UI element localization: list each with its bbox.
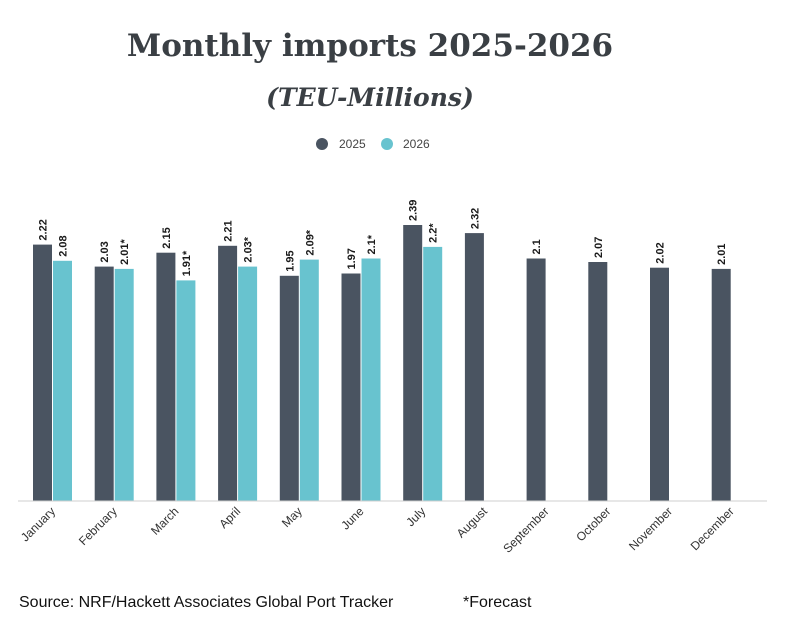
value-label-2025-november: 2.02 [655, 242, 667, 263]
x-tick-february: February [76, 504, 120, 548]
x-tick-september: September [500, 504, 551, 555]
value-label-2026-may: 2.09* [304, 229, 316, 255]
value-label-2026-january: 2.08 [58, 235, 70, 256]
x-tick-may: May [279, 504, 305, 530]
bar-2026-april [238, 266, 258, 501]
chart-title: Monthly imports 2025-2026 [127, 28, 613, 64]
value-label-2025-february: 2.03 [99, 241, 111, 262]
bar-2025-january [33, 244, 52, 501]
value-label-2025-april: 2.21 [223, 220, 235, 241]
value-label-2026-march: 1.91* [181, 250, 193, 276]
value-label-2026-june: 2.1* [366, 234, 378, 254]
bar-2026-june [361, 258, 381, 501]
x-tick-november: November [626, 504, 675, 553]
bar-2026-march [176, 280, 196, 501]
value-label-2026-february: 2.01* [119, 238, 131, 264]
x-tick-january: January [18, 504, 58, 544]
value-label-2026-april: 2.03* [243, 236, 255, 262]
bar-2026-february [114, 268, 134, 501]
bar-2025-april [218, 245, 238, 501]
bar-2025-november [650, 267, 669, 501]
bar-2026-january [53, 260, 72, 501]
forecast-note: *Forecast [463, 594, 532, 611]
value-label-2025-july: 2.39 [408, 200, 420, 221]
legend: 2025 2026 [316, 137, 430, 151]
bar-2025-december [711, 268, 731, 501]
x-tick-april: April [216, 504, 243, 531]
bar-2025-july [403, 225, 423, 501]
x-tick-august: August [454, 504, 491, 541]
value-label-2025-may: 1.95 [284, 250, 296, 271]
bar-2026-may [299, 259, 319, 501]
bar-2025-june [341, 273, 361, 501]
value-label-2025-december: 2.01 [716, 243, 728, 264]
value-label-2025-october: 2.07 [593, 237, 605, 258]
x-tick-march: March [148, 504, 181, 537]
value-label-2025-january: 2.22 [38, 219, 50, 240]
source-note: Source: NRF/Hackett Associates Global Po… [19, 594, 394, 611]
bar-2025-august [464, 233, 484, 501]
bar-2026-july [423, 246, 443, 501]
chart-subtitle: (TEU-Millions) [266, 83, 474, 112]
value-label-2025-september: 2.1 [531, 239, 543, 254]
bar-2025-may [279, 275, 299, 501]
value-label-2025-march: 2.15 [161, 227, 173, 248]
legend-swatch-2026 [381, 138, 393, 150]
value-labels-group: 2.22 2.08 2.03 2.01* 2.15 1.91* 2.21 2.03* 1.95 2… [38, 200, 729, 277]
x-tick-december: December [688, 504, 737, 553]
bar-2025-march [156, 252, 176, 501]
bar-2025-september [526, 258, 546, 501]
x-tick-june: June [338, 504, 367, 533]
value-label-2025-june: 1.97 [346, 248, 358, 269]
value-label-2025-august: 2.32 [469, 208, 481, 229]
x-tick-october: October [573, 504, 613, 544]
legend-swatch-2025 [316, 138, 328, 150]
x-tick-labels-group: January February March April May June July Augu… [18, 504, 737, 556]
legend-label-2026: 2026 [403, 137, 430, 151]
legend-label-2025: 2025 [339, 137, 366, 151]
x-tick-july: July [403, 504, 428, 529]
bar-2025-february [94, 266, 114, 501]
value-label-2026-july: 2.2* [428, 223, 440, 243]
bars-group [33, 225, 731, 501]
bar-2025-october [588, 262, 608, 501]
